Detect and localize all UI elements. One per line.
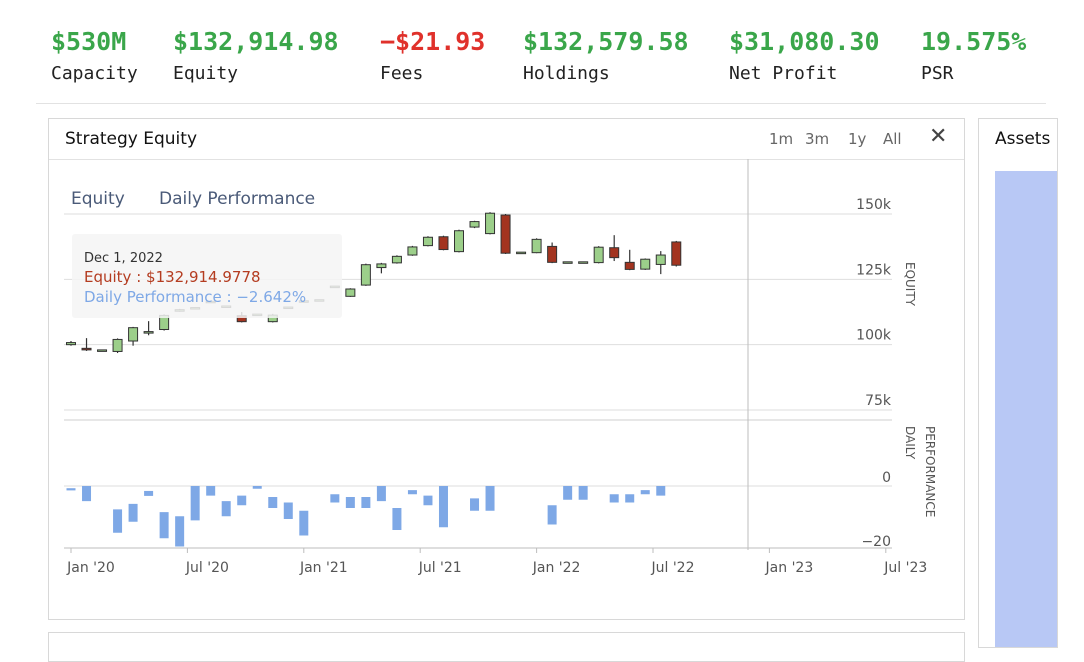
stat-psr: 19.575% PSR xyxy=(921,26,1026,88)
stat-label: Fees xyxy=(380,63,424,84)
stat-label: Capacity xyxy=(51,63,138,84)
range-1m-button[interactable]: 1m xyxy=(769,130,794,148)
assets-panel-title: Assets xyxy=(995,129,1051,149)
stat-value: 19.575% xyxy=(921,27,1027,56)
stat-label: Holdings xyxy=(523,63,610,84)
stat-net-profit: $31,080.30 Net Profit xyxy=(729,26,880,88)
panel-title: Strategy Equity xyxy=(65,129,197,149)
assets-bar xyxy=(995,171,1057,647)
stat-fees: −$21.93 Fees xyxy=(380,26,485,88)
stat-label: Net Profit xyxy=(729,63,838,84)
stat-label: PSR xyxy=(921,63,954,84)
stat-value: $132,579.58 xyxy=(523,27,689,56)
panel-header: Strategy Equity 1m 3m 1y All ✕ xyxy=(49,119,964,160)
stat-capacity: $530M Capacity xyxy=(51,26,138,88)
stat-holdings: $132,579.58 Holdings xyxy=(523,26,689,88)
stat-equity: $132,914.98 Equity xyxy=(173,26,339,88)
stat-value: $132,914.98 xyxy=(173,27,339,56)
range-1y-button[interactable]: 1y xyxy=(848,130,867,148)
assets-panel: Assets xyxy=(978,118,1058,648)
range-3m-button[interactable]: 3m xyxy=(805,130,830,148)
legend-daily-performance[interactable]: Daily Performance xyxy=(159,189,315,209)
legend-equity[interactable]: Equity xyxy=(71,189,125,209)
stats-divider xyxy=(36,103,1046,104)
stat-value: $31,080.30 xyxy=(729,27,880,56)
close-icon[interactable]: ✕ xyxy=(929,124,948,149)
stat-label: Equity xyxy=(173,63,239,84)
stat-value: −$21.93 xyxy=(380,27,486,56)
stat-value: $530M xyxy=(51,27,127,56)
range-all-button[interactable]: All xyxy=(883,130,902,148)
bottom-panel xyxy=(48,632,965,662)
strategy-equity-panel: Strategy Equity 1m 3m 1y All ✕ xyxy=(48,118,965,620)
stats-bar: $530M Capacity $132,914.98 Equity −$21.9… xyxy=(0,0,1084,104)
